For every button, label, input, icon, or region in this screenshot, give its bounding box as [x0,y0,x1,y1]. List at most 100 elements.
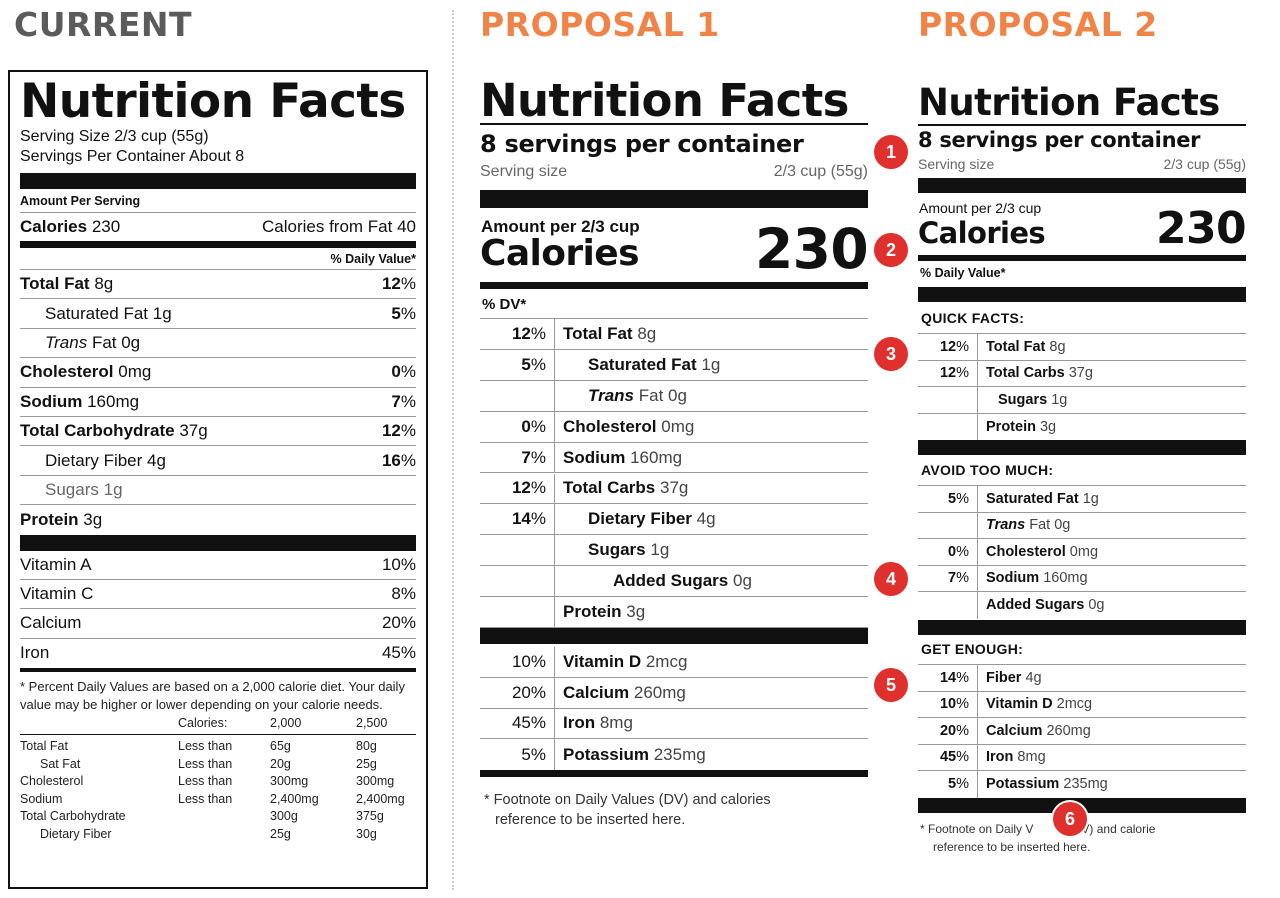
p1-vitamin-row: 20% Calcium 260mg [480,677,868,709]
p1-header-rule [480,318,868,319]
p2-medium-rule [918,255,1246,261]
p2-serving-size-value: 2/3 cup (55g) [1163,156,1247,172]
p1-nutrient-amount: 0g [732,571,752,591]
nutrient-name: Dietary Fiber [45,450,143,470]
p1-rule [480,123,868,125]
ref-condition: Less than [178,791,233,806]
p2-quick_facts-name: Total Fat [986,338,1046,355]
p1-nutrient-row: 12% Total Carbs 37g [480,473,868,505]
p1-vitamin-row: 5% Potassium 235mg [480,739,868,771]
p1-nutrient-dv: 5% [480,349,555,380]
p2-get-dv: 20% [918,718,978,744]
p2-avoid-row: Added Sugars 0g [918,592,1246,619]
current-heading: CURRENT [14,5,193,44]
badge-2: 2 [874,233,908,267]
ref-2500: 2,500 [356,716,388,731]
p1-nutrient-amount: Fat 0g [638,385,687,405]
vitamin-row: Vitamin C 8% [20,580,416,610]
p2-title: Nutrition Facts [918,81,1220,124]
p2-avoid-name: Cholesterol [986,543,1066,560]
vitamin-row: Vitamin A 10% [20,551,416,580]
amount-per-serving: Amount Per Serving [20,189,416,213]
nutrient-dv: 12% [381,421,416,441]
p1-nutrient-name: Total Fat [563,323,633,343]
p1-vitamin-dv: 10% [480,647,555,677]
p2-quick_facts-dv [918,387,978,413]
p1-vitamin-name: Iron [563,713,596,733]
p2-footnote-line2: reference to be inserted here. [933,840,1091,854]
p2-rule-qf [918,333,1246,334]
p1-nutrient-amount: 1g [650,540,670,560]
p2-quick-facts-title: QUICK FACTS: [921,310,1025,326]
p1-nutrient-row: 5% Saturated Fat 1g [480,349,868,381]
p2-avoid-row: 7% Sodium 160mg [918,565,1246,592]
thick-rule [20,534,416,551]
ref-2500-value: 375g [356,809,384,824]
p2-get-name: Iron [986,749,1014,766]
footnote: * Percent Daily Values are based on a 2,… [20,679,405,713]
p1-nutrient-name: Sugars [588,540,646,560]
ref-name: Sat Fat [40,756,81,771]
p2-avoid-name: Trans [986,517,1026,534]
nutrient-row: Saturated Fat 1g 5% [20,299,416,329]
reference-row: Sat Fat Less than 20g 25g [20,756,416,774]
p2-avoid-amount: 0g [1088,597,1105,614]
p1-nutrient-dv [480,597,555,627]
p1-nutrient-amount: 0mg [661,416,695,436]
nutrient-name: Protein [20,509,79,529]
ref-2000-value: 300mg [270,774,309,789]
nutrient-amount: 3g [83,509,103,529]
vitamin-name: Iron [20,643,50,663]
p1-nutrient-amount: 37g [660,478,689,498]
p2-get-name: Calcium [986,722,1043,739]
p2-avoid-amount: 1g [1082,490,1099,507]
p1-nutrient-dv: 14% [480,504,555,535]
p2-rule-get [918,664,1246,665]
p1-vitamin-name: Calcium [563,682,630,702]
p2-get-dv: 14% [918,665,978,691]
p2-quick_facts-name: Total Carbs [986,365,1065,382]
p1-serving-size-value: 2/3 cup (55g) [773,163,868,180]
reference-table: Total Fat Less than 65g 80g Sat Fat Less than… [20,735,416,843]
ref-condition [178,826,270,844]
nutrient-dv: 12% [381,274,416,294]
p1-amount-per: Amount per 2/3 cup [481,217,640,236]
nutrient-dv: 16% [381,450,416,470]
p2-quick_facts-dv [918,413,978,440]
p2-quick_facts-row: Protein 3g [918,413,1246,440]
vitamin-dv: 45% [381,643,416,663]
thick-rule [20,173,416,189]
ref-name: Cholesterol [20,774,84,789]
p2-avoid-amount: Fat 0g [1029,517,1071,534]
ref-condition: Less than [178,756,233,771]
p2-serving-size-label: Serving size [918,156,995,172]
nutrient-row: Sodium 160mg 7% [20,388,416,417]
p1-nutrient-row: Protein 3g [480,597,868,628]
vitamin-dv: 8% [391,584,416,604]
p1-nutrient-dv: 12% [480,319,555,349]
p1-nutrient-dv [480,566,555,597]
p1-vitamin-dv: 5% [480,739,555,771]
vitamin-name: Vitamin A [20,554,92,574]
p2-rule-avoid [918,485,1246,486]
p1-vitamin-row: 10% Vitamin D 2mcg [480,647,868,678]
vitamin-name: Calcium [20,613,82,633]
calories-row: Calories 230 Calories from Fat 40 [20,213,416,241]
p1-nutrient-row: 7% Sodium 160mg [480,442,868,474]
p2-get-dv: 10% [918,691,978,717]
nutrient-row: Protein 3g [20,505,416,534]
p2-avoid-row: 5% Saturated Fat 1g [918,486,1246,513]
medium-rule [20,241,416,248]
p1-nutrient-dv: 0% [480,411,555,442]
p1-nutrient-row: 12% Total Fat 8g [480,319,868,350]
current-label: Nutrition Facts Serving Size 2/3 cup (55… [8,70,428,889]
nutrient-name: Saturated Fat [45,303,149,323]
nutrient-name: Trans [45,332,88,352]
ref-condition: Less than [178,739,233,754]
p2-thick-rule-2 [918,287,1246,302]
p2-quick_facts-row: Sugars 1g [918,387,1246,414]
p1-nutrient-amount: 160mg [630,447,683,467]
p2-avoid-title: AVOID TOO MUCH: [921,462,1054,478]
p1-nutrient-dv: 7% [480,442,555,473]
p2-quick_facts-dv: 12% [918,334,978,360]
